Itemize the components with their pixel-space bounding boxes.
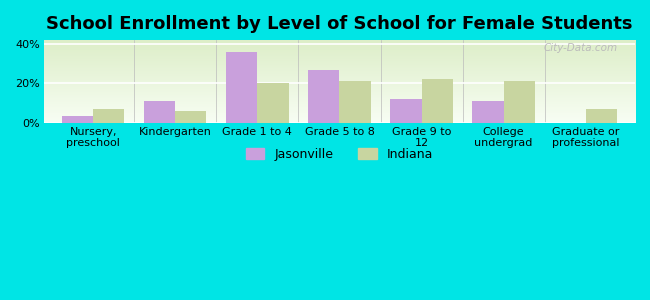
Bar [586,109,617,123]
Bar [422,80,453,123]
Bar [339,81,370,123]
Title: School Enrollment by Level of School for Female Students: School Enrollment by Level of School for… [46,15,632,33]
Bar [257,83,289,123]
Bar [62,116,93,123]
Legend: Jasonville, Indiana: Jasonville, Indiana [240,143,438,166]
Text: City-Data.com: City-Data.com [543,43,618,52]
Bar [473,101,504,123]
Bar [391,99,422,123]
Bar [504,81,535,123]
Bar [144,101,176,123]
Bar [93,109,124,123]
Bar [176,111,207,123]
Bar [308,70,339,123]
Bar [226,52,257,123]
